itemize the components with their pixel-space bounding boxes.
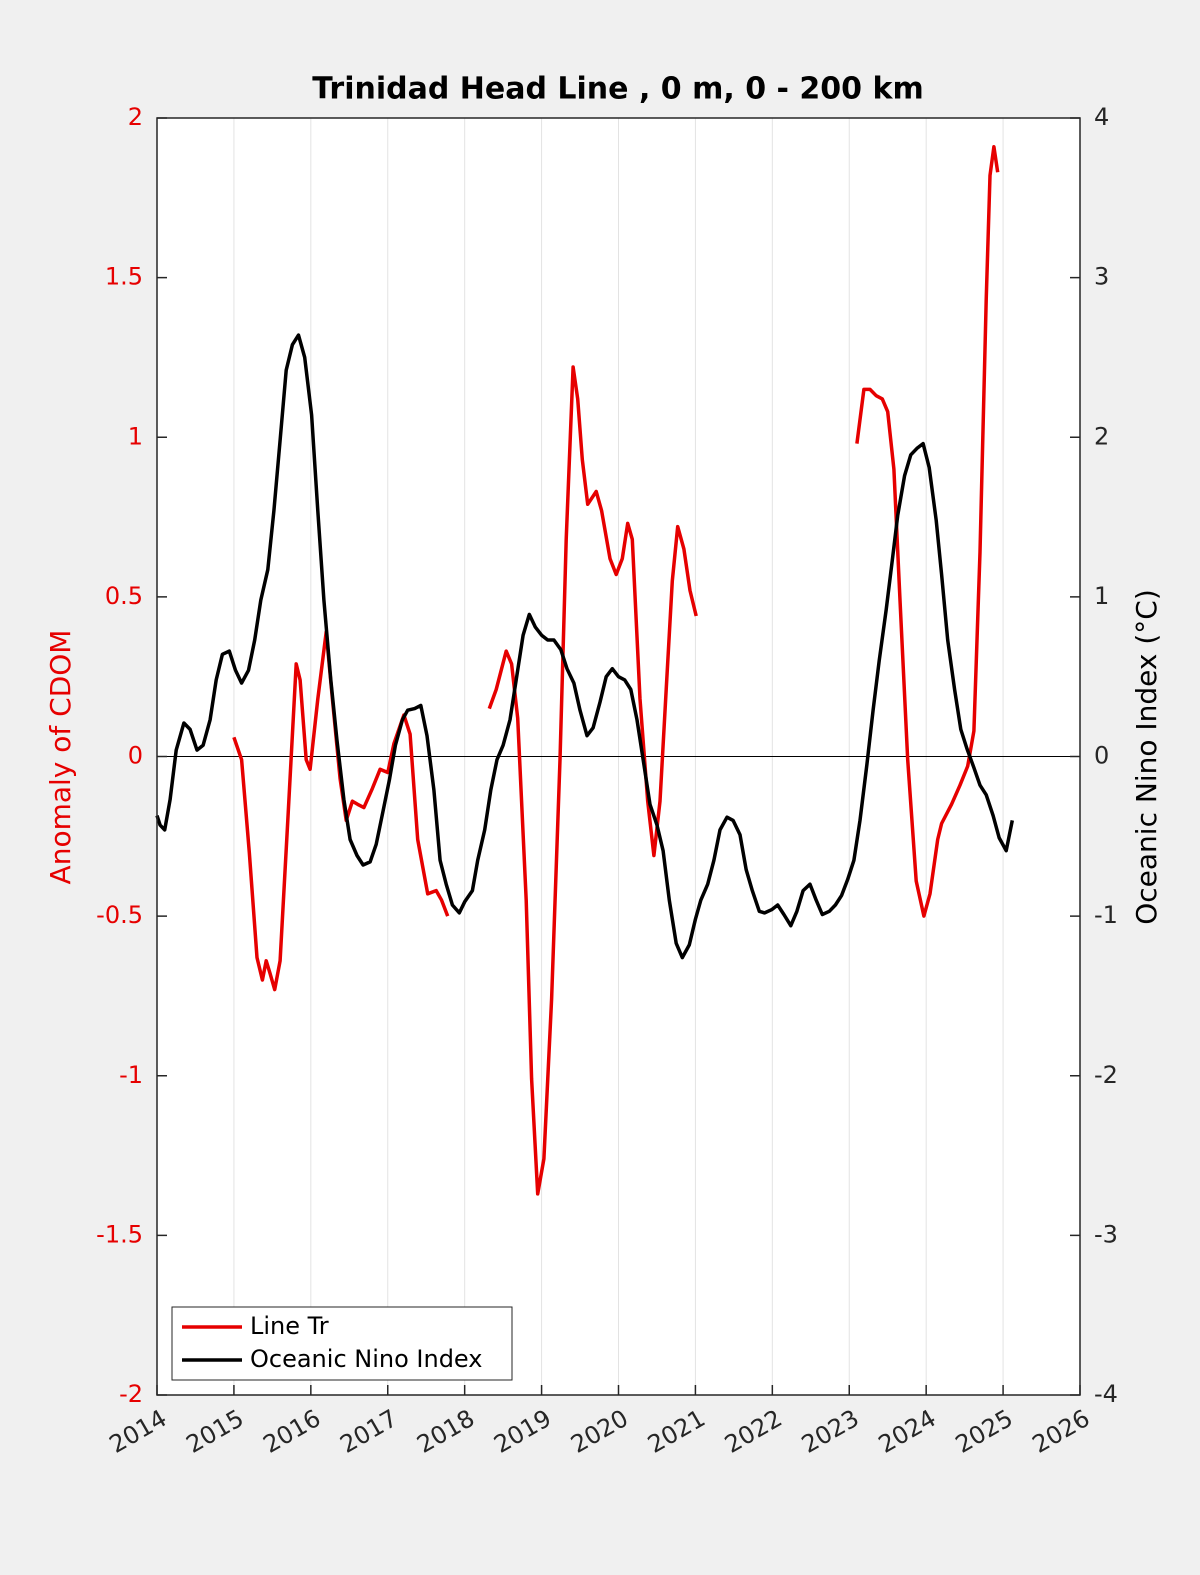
x-tick-label: 2020 [566, 1404, 633, 1459]
y-tick-label: -1.5 [96, 1220, 143, 1248]
series-line [855, 144, 1000, 918]
x-tick-label: 2024 [874, 1404, 941, 1459]
y2-tick-label: 4 [1094, 103, 1109, 131]
legend-box [171, 1306, 513, 1381]
y-tick-label: -2 [119, 1380, 143, 1408]
y2-tick-label: -4 [1094, 1380, 1118, 1408]
x-tick-label: 2015 [182, 1404, 249, 1459]
y-tick-label: 0 [128, 742, 143, 770]
y2-tick-label: 2 [1094, 422, 1109, 450]
x-tick-label: 2016 [258, 1404, 325, 1459]
y2-tick-label: 1 [1094, 582, 1109, 610]
y2-tick-label: -3 [1094, 1220, 1118, 1248]
legend-label: Oceanic Nino Index [250, 1345, 482, 1373]
y-tick-label: 2 [128, 103, 143, 131]
x-tick-label: 2026 [1028, 1404, 1095, 1459]
y2-tick-label: 0 [1094, 742, 1109, 770]
x-tick-label: 2017 [335, 1404, 402, 1459]
y-axis-label: Anomaly of CDOM [44, 630, 77, 885]
y2-tick-label: -1 [1094, 901, 1118, 929]
x-tick-label: 2023 [797, 1404, 864, 1459]
series-line [487, 365, 698, 1196]
x-tick-label: 2019 [489, 1404, 556, 1459]
y2-tick-label: -2 [1094, 1061, 1118, 1089]
y-tick-label: 0.5 [105, 582, 143, 610]
y2-tick-label: 3 [1094, 263, 1109, 291]
y-tick-label: -0.5 [96, 901, 143, 929]
chart-title: Trinidad Head Line , 0 m, 0 - 200 km [312, 72, 923, 107]
x-tick-label: 2014 [105, 1404, 172, 1459]
legend-label: Line Tr [250, 1312, 329, 1340]
y2-axis-label: Oceanic Nino Index (°C) [1130, 589, 1163, 925]
x-tick-label: 2018 [412, 1404, 479, 1459]
y-tick-label: 1.5 [105, 263, 143, 291]
y-tick-label: -1 [119, 1061, 143, 1089]
x-tick-label: 2025 [951, 1404, 1018, 1459]
y-tick-label: 1 [128, 422, 143, 450]
x-tick-label: 2021 [643, 1404, 710, 1459]
x-tick-label: 2022 [720, 1404, 787, 1459]
series-line [155, 333, 1015, 960]
